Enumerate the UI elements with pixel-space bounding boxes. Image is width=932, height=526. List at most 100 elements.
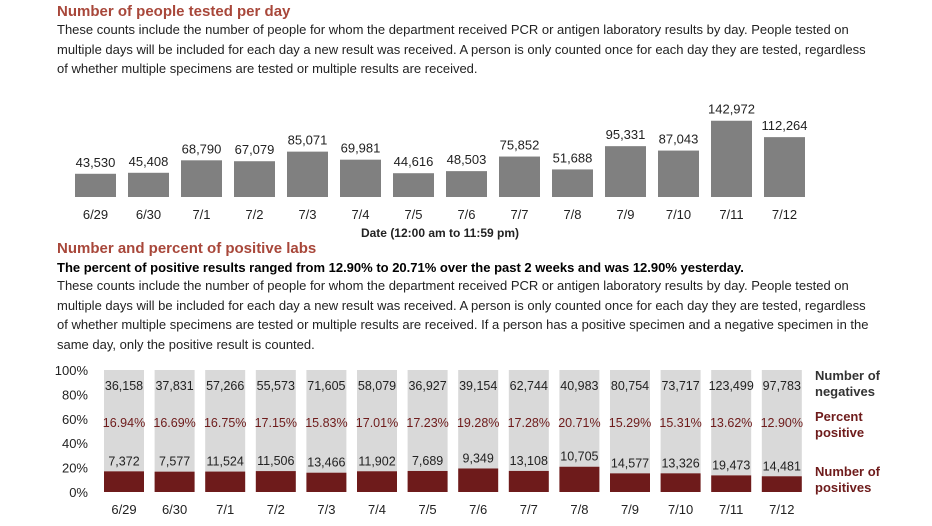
positives-value-label: 11,506 (257, 454, 294, 468)
percent-positive-label: 16.94% (103, 416, 145, 430)
positives-value-label: 13,466 (307, 456, 345, 470)
legend-label: Number of (815, 464, 881, 479)
tested-bar (234, 161, 275, 197)
positives-value-label: 13,108 (510, 454, 548, 468)
positives-bar-segment (711, 475, 752, 492)
negatives-value-label: 36,927 (408, 379, 446, 393)
negatives-bar-segment (255, 370, 296, 472)
tested-value-label: 68,790 (182, 141, 222, 156)
legend-label: negatives (815, 384, 875, 399)
section2-lead: The percent of positive results ranged f… (57, 260, 744, 275)
legend-label: Percent (815, 409, 863, 424)
negatives-bar-segment (711, 370, 752, 476)
negatives-value-label: 123,499 (709, 379, 754, 393)
tested-bar (181, 160, 222, 197)
negatives-value-label: 37,831 (155, 379, 193, 393)
positives-value-label: 9,349 (463, 451, 494, 465)
tested-bar (499, 156, 540, 197)
negatives-bar-segment (458, 370, 499, 469)
negatives-bar-segment (610, 370, 650, 474)
negatives-bar-segment (104, 370, 144, 472)
percent-positive-label: 16.69% (153, 416, 195, 430)
percent-positive-label: 17.28% (508, 416, 550, 430)
tested-value-label: 67,079 (235, 142, 275, 157)
tested-per-day-chart: 43,530 6/29 45,408 6/30 68,790 7/1 67,079 7/2 85… (75, 102, 808, 240)
positive-x-tick: 7/5 (419, 502, 437, 517)
tested-x-tick: 7/3 (298, 207, 316, 222)
tested-bar (75, 173, 116, 197)
negatives-bar-segment (508, 370, 549, 471)
negatives-value-label: 80,754 (611, 379, 649, 393)
tested-x-tick: 6/29 (83, 207, 108, 222)
percent-positive-label: 17.15% (255, 416, 297, 430)
positives-value-label: 11,524 (207, 455, 244, 469)
negatives-bar-segment (660, 370, 701, 474)
tested-x-tick: 6/30 (136, 207, 161, 222)
positive-y-tick: 20% (62, 461, 88, 476)
tested-value-label: 142,972 (708, 102, 755, 117)
tested-x-tick: 7/11 (719, 207, 743, 222)
tested-bar (128, 172, 169, 197)
tested-value-label: 45,408 (129, 154, 169, 169)
tested-x-tick: 7/6 (457, 207, 475, 222)
tested-x-tick: 7/9 (616, 207, 634, 222)
tested-x-tick: 7/1 (192, 207, 210, 222)
section1-title: Number of people tested per day (57, 3, 291, 20)
positives-bar-segment (255, 471, 296, 492)
legend-label: Number of (815, 368, 881, 383)
tested-value-label: 44,616 (394, 154, 434, 169)
negatives-bar-segment (761, 370, 802, 477)
tested-bar (711, 120, 752, 197)
tested-x-tick: 7/2 (245, 207, 263, 222)
negatives-bar-segment (407, 370, 448, 471)
tested-value-label: 112,264 (761, 118, 807, 133)
tested-bar (340, 159, 381, 197)
negatives-value-label: 40,983 (560, 379, 598, 393)
positives-value-label: 11,902 (358, 454, 395, 468)
negatives-value-label: 39,154 (459, 379, 497, 393)
negatives-bar-segment (306, 370, 347, 473)
tested-bar (552, 169, 593, 197)
tested-bar (605, 146, 646, 197)
positives-bar-segment (306, 472, 347, 492)
tested-x-tick: 7/8 (563, 207, 581, 222)
tested-x-tick: 7/5 (404, 207, 422, 222)
legend-label: positive (815, 425, 864, 440)
positives-bar-segment (154, 471, 195, 492)
tested-value-label: 43,530 (76, 155, 116, 170)
positive-x-tick: 7/10 (668, 502, 693, 517)
negatives-value-label: 62,744 (510, 379, 548, 393)
positives-value-label: 10,705 (560, 450, 598, 464)
positives-value-label: 7,577 (159, 455, 190, 469)
positive-x-tick: 6/30 (162, 502, 187, 517)
negatives-bar-segment (205, 370, 246, 472)
percent-positive-label: 15.83% (305, 416, 347, 430)
tested-value-label: 75,852 (500, 138, 540, 153)
positives-bar-segment (508, 470, 549, 492)
tested-bar (446, 171, 487, 197)
positive-x-tick: 7/9 (621, 502, 639, 517)
positives-bar-segment (458, 468, 499, 492)
percent-positive-label: 13.62% (710, 416, 752, 430)
percent-positive-label: 17.01% (356, 416, 398, 430)
positive-x-tick: 7/3 (317, 502, 335, 517)
negatives-value-label: 57,266 (206, 379, 244, 393)
negatives-value-label: 55,573 (257, 379, 295, 393)
positive-y-tick: 60% (62, 412, 88, 427)
negatives-bar-segment (357, 370, 397, 472)
tested-x-tick: 7/4 (351, 207, 369, 222)
tested-x-tick: 7/10 (666, 207, 691, 222)
positives-value-label: 14,481 (763, 459, 801, 473)
positive-x-tick: 7/7 (520, 502, 538, 517)
tested-value-label: 85,071 (288, 133, 328, 148)
section2-description: These counts include the number of peopl… (57, 278, 869, 352)
positive-y-tick: 100% (55, 363, 89, 378)
tested-x-tick: 7/12 (772, 207, 797, 222)
tested-x-tick: 7/7 (510, 207, 528, 222)
negatives-value-label: 36,158 (105, 379, 143, 393)
percent-positive-label: 17.23% (406, 416, 448, 430)
positive-y-tick: 40% (62, 436, 88, 451)
negatives-value-label: 58,079 (358, 379, 396, 393)
tested-value-label: 51,688 (553, 150, 593, 165)
percent-positive-label: 20.71% (558, 416, 600, 430)
